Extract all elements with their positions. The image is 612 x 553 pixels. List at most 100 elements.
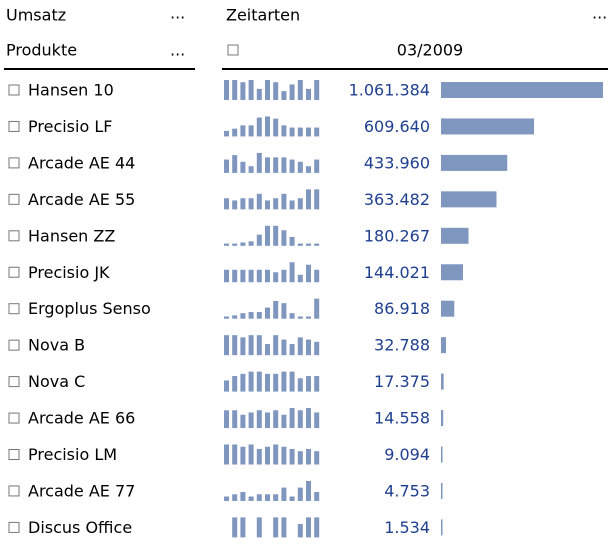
sparkline-bar <box>306 339 311 356</box>
sparkline-bar <box>289 496 295 501</box>
bar <box>441 519 443 536</box>
value-label: 9.094 <box>384 445 430 464</box>
sparkline-bar <box>224 444 229 465</box>
sparkline-bar <box>240 82 246 100</box>
row-label: Nova C <box>28 372 85 391</box>
sparkline-bar <box>248 312 254 319</box>
expand-box[interactable] <box>227 44 239 56</box>
expand-box[interactable] <box>8 266 20 278</box>
sparkline-bar <box>289 200 295 210</box>
sparkline-bar <box>224 269 229 283</box>
sparkline-bar <box>281 517 287 538</box>
sparkline-bar <box>256 335 262 356</box>
value-label: 14.558 <box>374 409 430 428</box>
row-label: Arcade AE 66 <box>28 409 135 428</box>
sparkline-bar <box>314 243 320 246</box>
row-label: Hansen 10 <box>28 81 114 100</box>
sparkline-bar <box>281 230 287 246</box>
sparkline-bar <box>232 200 238 210</box>
expand-box[interactable] <box>8 84 20 96</box>
sparkline-bar <box>297 161 303 173</box>
sparkline-bar <box>273 157 279 173</box>
sparkline-bar <box>240 517 246 538</box>
sparkline-bar <box>232 517 238 538</box>
expand-box[interactable] <box>8 412 20 424</box>
sparkline-bar <box>289 127 295 137</box>
expand-box[interactable] <box>8 157 20 169</box>
sparkline-bar <box>248 444 254 465</box>
value-label: 17.375 <box>374 372 430 391</box>
sparkline-bar <box>306 264 311 283</box>
sparkline-bar <box>273 410 279 429</box>
expand-box[interactable] <box>8 303 20 315</box>
sparkline-bar <box>289 448 295 465</box>
sparkline-bar <box>281 414 287 429</box>
value-label: 363.482 <box>364 190 430 209</box>
sparkline-bar <box>265 269 270 283</box>
bar <box>441 227 469 244</box>
sparkline-bar <box>289 313 295 319</box>
sparkline-bar <box>256 448 262 465</box>
value-label: 4.753 <box>384 481 430 500</box>
sparkline-bar <box>297 524 303 538</box>
sparkline-bar <box>297 127 303 137</box>
sparkline-bar <box>256 371 262 392</box>
sparkline-bar <box>297 451 303 465</box>
sparkline-bar <box>289 159 295 173</box>
value-label: 433.960 <box>364 153 430 172</box>
sparkline-bar <box>232 335 238 356</box>
sparkline-bar <box>289 408 295 429</box>
expand-box[interactable] <box>8 521 20 533</box>
sparkline-bar <box>256 234 262 246</box>
sparkline-bar <box>306 480 311 501</box>
sparkline-bar <box>224 410 229 429</box>
expand-box[interactable] <box>8 376 20 388</box>
bar <box>441 300 455 317</box>
expand-box[interactable] <box>8 449 20 460</box>
sparkline-bar <box>314 298 320 319</box>
sparkline-bar <box>273 335 279 356</box>
sparkline-bar <box>240 337 246 356</box>
value-label: 1.534 <box>384 518 430 537</box>
rows-label: Produkte <box>6 41 77 60</box>
expand-box[interactable] <box>8 485 20 497</box>
sparkline-bar <box>256 312 262 319</box>
sparkline-bar <box>265 116 270 137</box>
more-button[interactable]: ... <box>592 4 607 23</box>
sparkline-bar <box>256 494 262 501</box>
sparkline-bar <box>265 200 270 210</box>
more-button[interactable]: ... <box>170 41 185 60</box>
expand-box[interactable] <box>8 339 20 351</box>
sparkline-bar <box>306 243 311 246</box>
sparkline-bar <box>273 272 279 283</box>
bar <box>441 118 535 135</box>
sparkline-bar <box>240 373 246 392</box>
row-label: Arcade AE 55 <box>28 190 135 209</box>
bar <box>441 410 444 427</box>
expand-box[interactable] <box>8 120 20 132</box>
sparkline-bar <box>256 152 262 173</box>
sparkline-bar <box>232 155 238 173</box>
sparkline-bar <box>248 166 254 173</box>
sparkline-bar <box>232 410 238 429</box>
sparkline-bar <box>314 376 320 392</box>
expand-box[interactable] <box>8 193 20 205</box>
sparkline-bar <box>314 189 320 210</box>
more-button[interactable]: ... <box>170 4 185 23</box>
sparkline-bar <box>273 373 279 392</box>
sparkline-bar <box>248 125 254 137</box>
sparkline-bar <box>265 225 270 246</box>
value-label: 144.021 <box>364 263 430 282</box>
sparkline-bar <box>281 371 287 392</box>
bar <box>441 482 443 499</box>
sparkline-bar <box>297 274 303 283</box>
expand-box[interactable] <box>8 230 20 242</box>
sparkline-bar <box>265 494 270 501</box>
value-label: 1.061.384 <box>349 81 430 100</box>
sparkline-bar <box>306 166 311 173</box>
sparkline-bar <box>314 127 320 137</box>
value-label: 609.640 <box>364 117 430 136</box>
sparkline-bar <box>281 157 287 173</box>
